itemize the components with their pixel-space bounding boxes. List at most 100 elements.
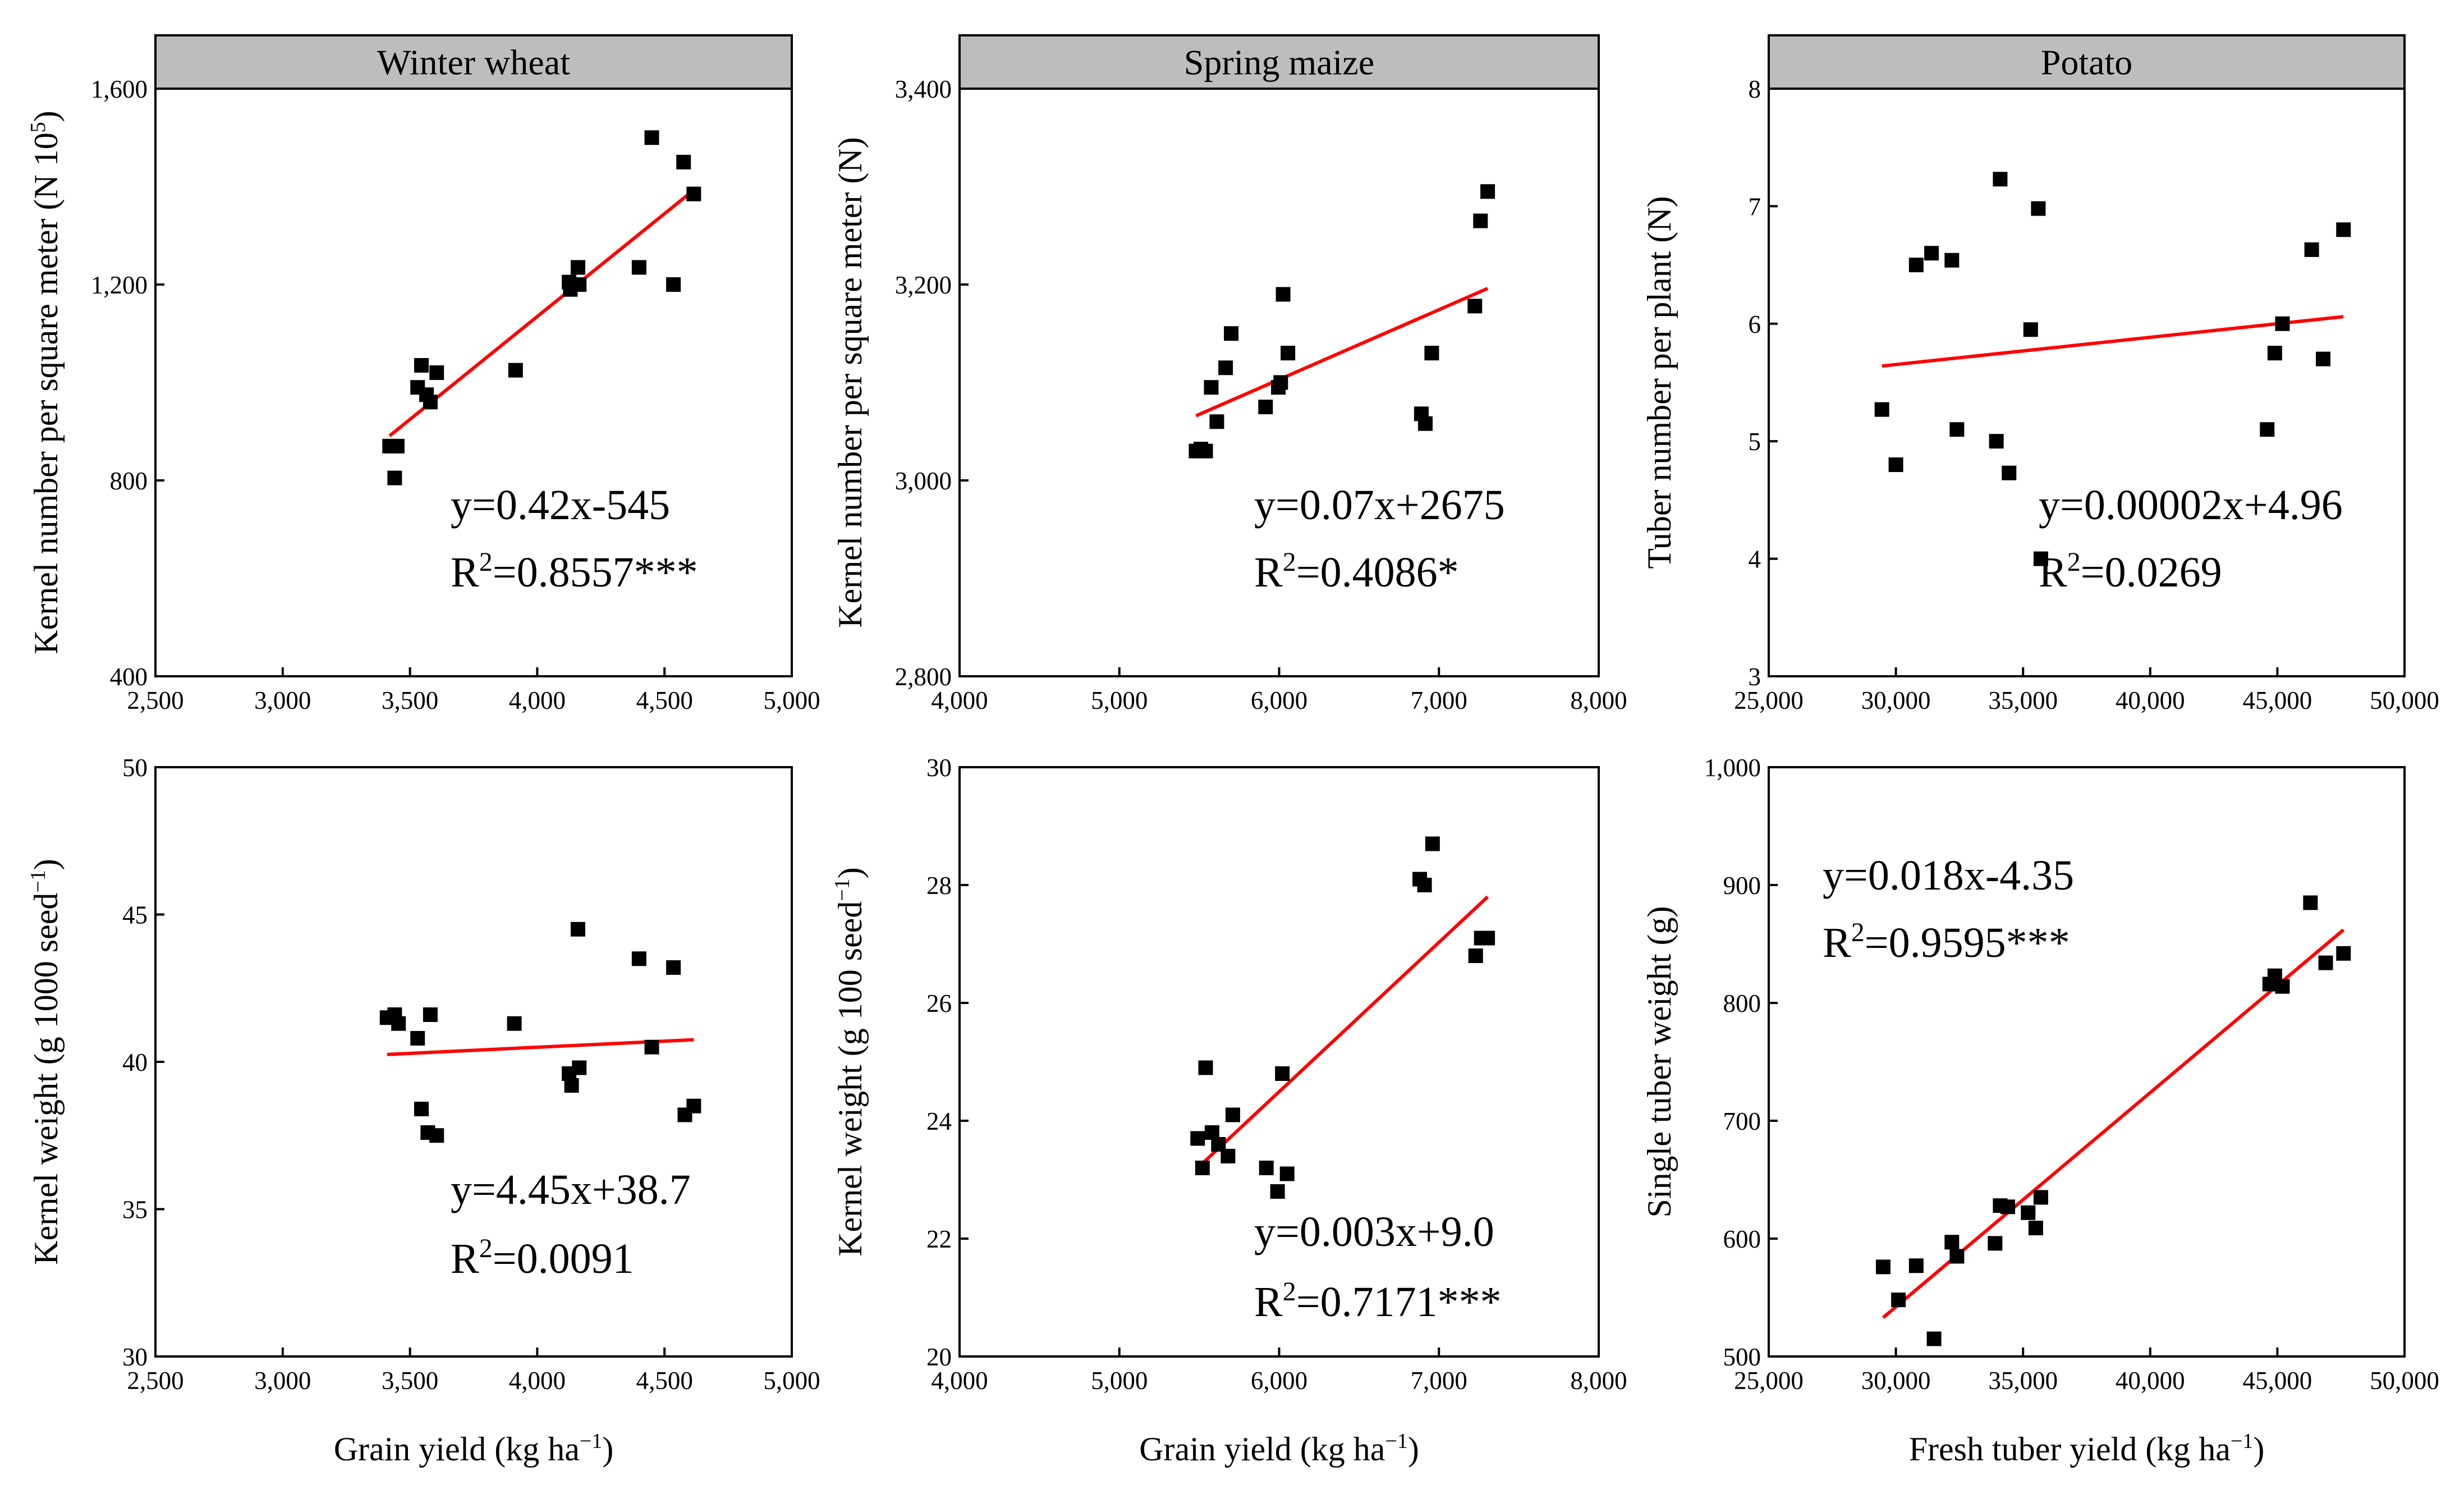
data-point	[1874, 402, 1889, 417]
data-point	[2021, 1205, 2036, 1220]
y-tick-label: 7	[1749, 192, 1761, 221]
y-tick-label: 1,000	[1704, 754, 1761, 782]
data-point	[1480, 931, 1495, 946]
data-point	[391, 1016, 406, 1031]
data-point	[564, 1078, 579, 1093]
x-axis-title-superscript: −1	[1385, 1429, 1407, 1453]
y-tick-label: 30	[122, 1343, 148, 1371]
regression-equation: y=0.003x+9.0	[1254, 1208, 1494, 1255]
data-point	[1270, 1184, 1285, 1199]
y-tick-label: 4	[1749, 546, 1761, 574]
chart-panel: 2,500 3,000 3,500 4,000 4,500 5,000 30 35 40 45 50…	[26, 754, 820, 1468]
x-tick-label: 3,000	[254, 686, 311, 714]
r-squared-superscript: 2	[2067, 547, 2081, 577]
r-squared-prefix: R	[1254, 1278, 1283, 1326]
strip-header	[154, 34, 793, 90]
data-point	[1924, 246, 1939, 261]
x-tick-label: 50,000	[2370, 1367, 2439, 1395]
data-point	[1989, 434, 2004, 449]
x-tick-label: 45,000	[2243, 686, 2312, 714]
y-tick-label: 3,200	[895, 271, 952, 299]
x-tick-label: 35,000	[1988, 686, 2058, 714]
r-squared-superscript: 2	[479, 547, 493, 577]
y-axis-title-end: )	[832, 867, 869, 878]
data-point	[631, 260, 646, 275]
x-tick-label: 5,000	[763, 1367, 820, 1395]
data-point	[2304, 242, 2319, 257]
x-tick-label: 5,000	[1091, 1367, 1148, 1395]
data-point	[1908, 258, 1924, 273]
y-tick-label: 800	[110, 467, 148, 495]
r-squared-prefix: R	[451, 1235, 479, 1282]
data-point	[1891, 1292, 1906, 1308]
data-point	[666, 960, 681, 975]
r-squared-superscript: 2	[1851, 918, 1865, 947]
regression-line	[388, 189, 695, 437]
x-axis-title-superscript: −1	[2231, 1429, 2253, 1453]
r-squared-prefix: R	[1823, 919, 1851, 966]
x-tick-label: 8,000	[1570, 1367, 1627, 1395]
y-tick-label: 20	[926, 1343, 952, 1371]
data-point	[1467, 299, 1483, 314]
data-point	[1273, 375, 1288, 390]
regression-line	[1882, 315, 2344, 368]
data-point	[1204, 380, 1219, 395]
data-point	[1875, 1259, 1891, 1275]
y-tick-label: 900	[1723, 872, 1761, 900]
data-point	[644, 130, 659, 145]
y-tick-label: 800	[1723, 989, 1761, 1017]
x-axis-title-main: Grain yield (kg ha	[334, 1431, 580, 1468]
data-point	[429, 365, 444, 381]
r-squared-value: =0.8557***	[493, 549, 698, 596]
x-axis-title: Grain yield (kg ha−1)	[1139, 1429, 1419, 1468]
x-tick-label: 6,000	[1251, 1367, 1307, 1395]
regression-line	[387, 1038, 694, 1056]
data-point	[1888, 457, 1903, 473]
data-point	[2031, 201, 2046, 216]
y-axis-title-main: Tuber number per plant (N)	[1641, 196, 1678, 569]
x-tick-label: 7,000	[1411, 686, 1467, 714]
data-point	[2033, 1190, 2048, 1205]
x-tick-label: 4,000	[509, 1367, 566, 1395]
data-point	[1224, 326, 1239, 341]
data-point	[507, 1016, 522, 1031]
r-squared-label: R2=0.7171***	[1254, 1277, 1502, 1326]
x-tick-label: 2,500	[127, 1367, 183, 1395]
y-axis-title-main: Kernel number per square meter (N)	[832, 137, 869, 628]
y-tick-label: 35	[122, 1196, 148, 1224]
data-point	[2000, 1199, 2016, 1214]
y-tick-label: 6	[1749, 310, 1761, 338]
data-point	[1468, 948, 1483, 963]
r-squared-prefix: R	[1254, 549, 1283, 596]
data-point	[2033, 551, 2048, 566]
x-tick-label: 25,000	[1734, 1367, 1804, 1395]
x-tick-label: 40,000	[2116, 1367, 2185, 1395]
r-squared-label: R2=0.0091	[451, 1234, 634, 1282]
data-point	[644, 1039, 659, 1055]
r-squared-label: R2=0.9595***	[1823, 918, 2070, 966]
data-point	[1473, 213, 1488, 228]
data-point	[1988, 1236, 2003, 1251]
r-squared-value: =0.4086*	[1296, 549, 1459, 596]
data-point	[1425, 836, 1440, 851]
data-point	[2315, 351, 2330, 366]
y-tick-label: 2,800	[895, 663, 952, 691]
data-point	[1198, 443, 1213, 459]
regression-equation: y=0.018x-4.35	[1823, 852, 2074, 899]
y-tick-label: 500	[1723, 1343, 1761, 1371]
y-tick-label: 1,200	[91, 271, 148, 299]
x-tick-label: 8,000	[1570, 686, 1627, 714]
y-tick-label: 24	[926, 1107, 952, 1135]
chart-panel: Winter wheat 2,500 3,000 3,500 4,000 4,500 5,0…	[26, 34, 820, 714]
data-point	[1190, 1131, 1205, 1146]
data-point	[686, 1098, 701, 1113]
data-point	[572, 1060, 587, 1075]
data-point	[1279, 1166, 1295, 1181]
chart-panel: Spring maize 4,000 5,000 6,000 7,000 8,000 2,8…	[832, 34, 1627, 714]
data-point	[410, 1031, 425, 1046]
data-point	[2318, 955, 2333, 970]
y-tick-label: 3,400	[895, 75, 952, 103]
y-axis-title: Single tuber weight (g)	[1641, 906, 1678, 1218]
x-tick-label: 30,000	[1861, 686, 1931, 714]
data-point	[2275, 316, 2290, 331]
